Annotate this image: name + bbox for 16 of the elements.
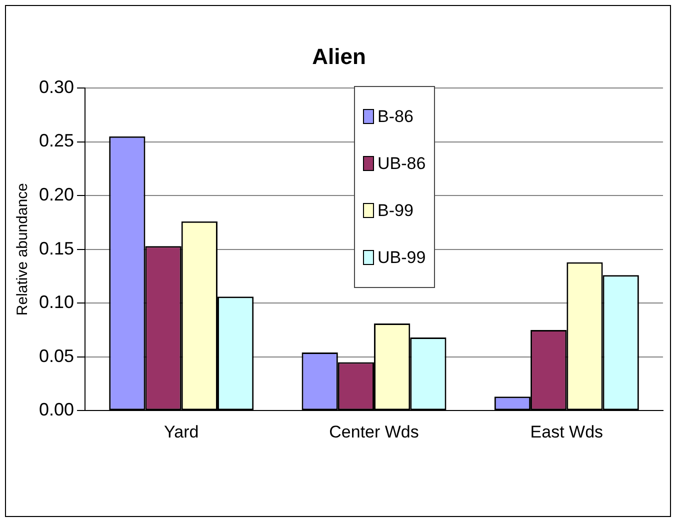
x-tick-label: East Wds (530, 422, 604, 442)
y-tick-label: 0.15 (38, 238, 74, 258)
chart-title: Alien (311, 44, 367, 70)
x-tick-label: Yard (164, 422, 199, 442)
y-tick-label: 0.05 (38, 346, 74, 366)
legend-label: UB-99 (378, 248, 426, 268)
y-axis-title: Relative abundance (14, 182, 32, 316)
y-tick-label: 0.00 (38, 400, 74, 420)
y-tick-label: 0.25 (38, 130, 74, 151)
x-tick-label: Center Wds (329, 422, 419, 442)
legend-label: B-86 (378, 106, 414, 126)
legend-label: UB-86 (378, 154, 426, 174)
y-tick-label: 0.30 (38, 76, 74, 97)
y-tick-label: 0.10 (38, 292, 74, 312)
legend-label: B-99 (378, 200, 414, 220)
y-tick-label: 0.20 (38, 184, 74, 204)
